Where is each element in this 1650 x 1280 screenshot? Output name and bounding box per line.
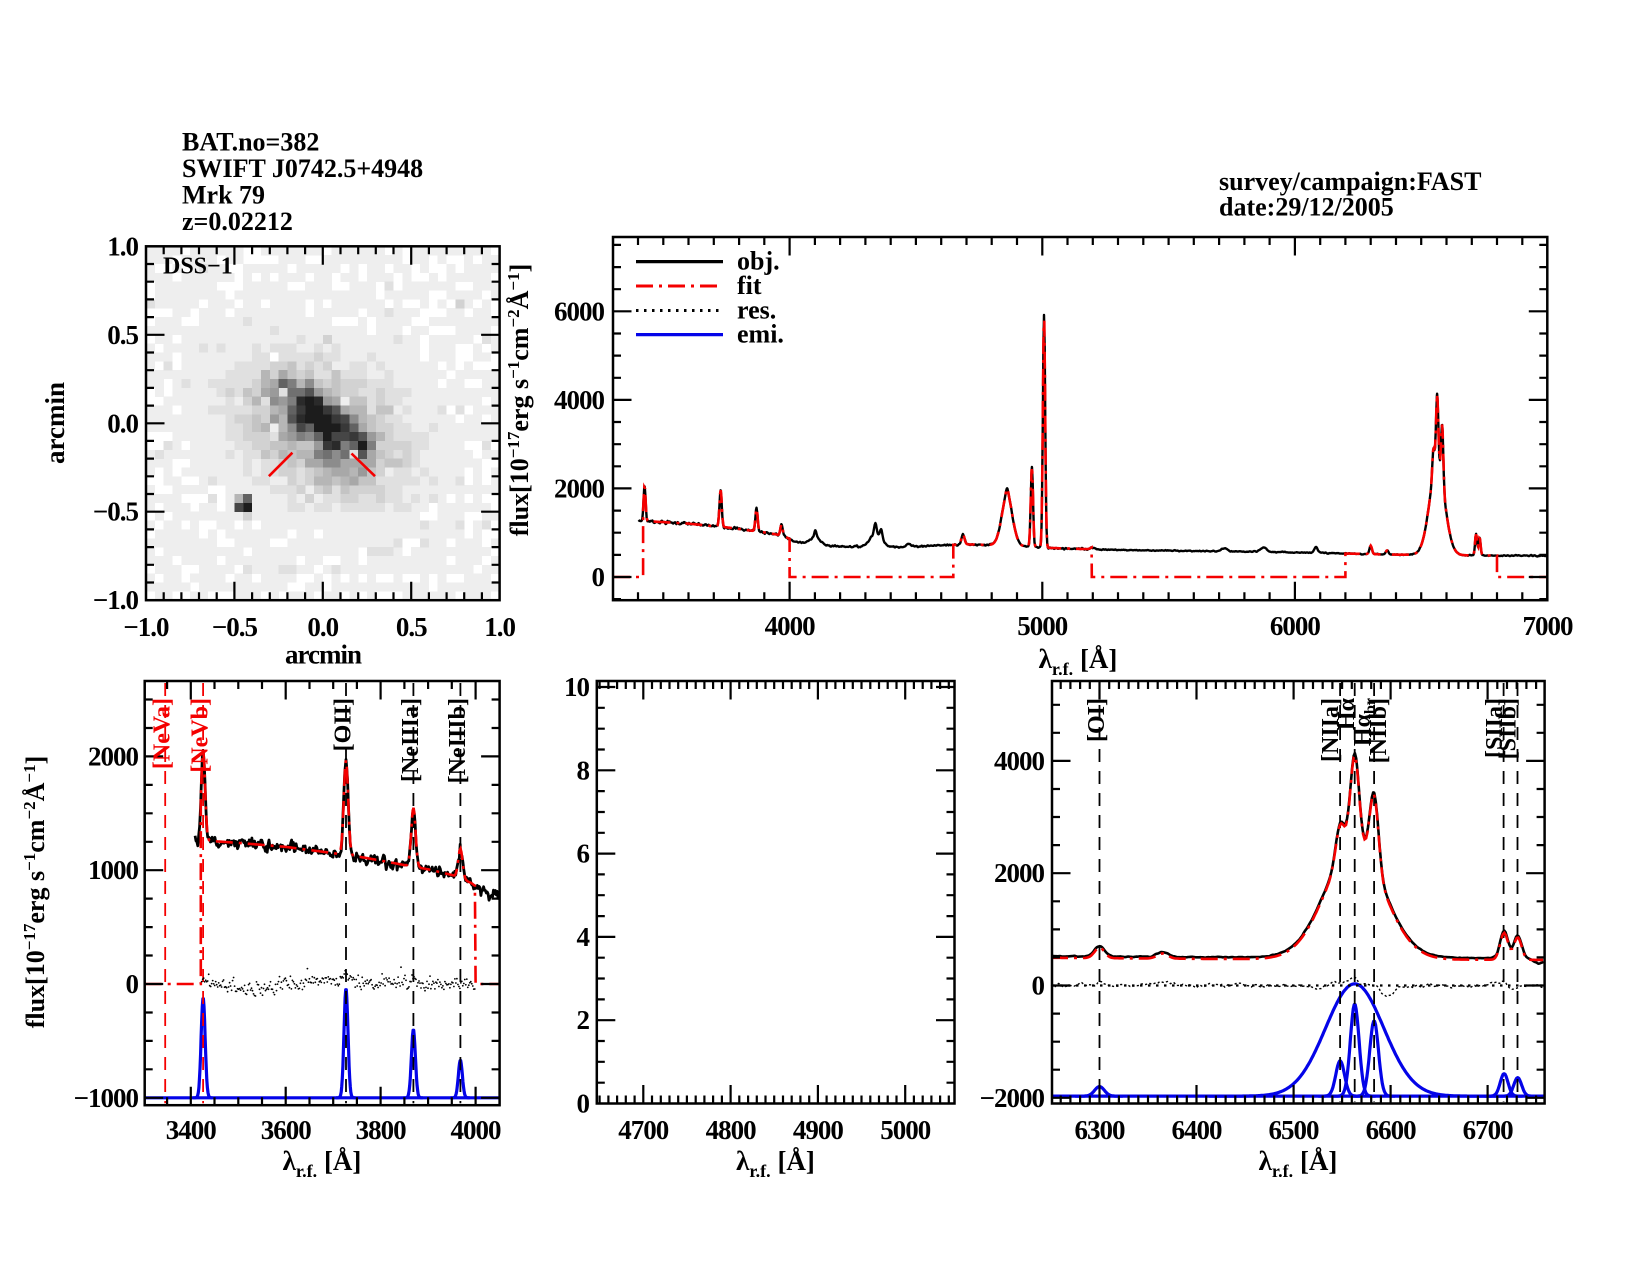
svg-text:[OII]: [OII] xyxy=(331,698,357,751)
svg-text:[NIIa]: [NIIa] xyxy=(1318,698,1344,762)
svg-text:6600: 6600 xyxy=(1366,1115,1417,1145)
svg-text:4900: 4900 xyxy=(793,1115,844,1145)
svg-text:6000: 6000 xyxy=(554,296,605,326)
svg-text:Hα: Hα xyxy=(1334,697,1360,730)
svg-text:6300: 6300 xyxy=(1075,1115,1126,1145)
svg-text:4000: 4000 xyxy=(451,1115,502,1145)
svg-text:4: 4 xyxy=(577,922,590,952)
svg-text:flux[10−17erg s−1cm−2Å−1]: flux[10−17erg s−1cm−2Å−1] xyxy=(504,264,534,537)
svg-text:λr.f. [Å]: λr.f. [Å] xyxy=(736,1146,815,1181)
svg-text:6700: 6700 xyxy=(1463,1115,1514,1145)
svg-text:−1.0: −1.0 xyxy=(93,585,139,615)
svg-text:[NIIb]: [NIIb] xyxy=(1366,698,1392,763)
svg-text:2000: 2000 xyxy=(554,473,605,503)
svg-text:0: 0 xyxy=(577,1089,590,1119)
svg-text:flux[10−17erg s−1cm−2Å−1]: flux[10−17erg s−1cm−2Å−1] xyxy=(20,756,50,1029)
svg-text:λr.f. [Å]: λr.f. [Å] xyxy=(1259,1146,1338,1181)
svg-text:4800: 4800 xyxy=(706,1115,757,1145)
svg-text:0.5: 0.5 xyxy=(396,612,427,642)
svg-text:−1000: −1000 xyxy=(74,1083,139,1113)
svg-text:1.0: 1.0 xyxy=(107,231,138,261)
svg-text:5000: 5000 xyxy=(1017,611,1068,641)
svg-text:3600: 3600 xyxy=(261,1115,312,1145)
svg-text:SWIFT J0742.5+4948: SWIFT J0742.5+4948 xyxy=(182,154,423,183)
svg-text:6: 6 xyxy=(577,839,590,869)
svg-text:DSS−1: DSS−1 xyxy=(163,254,233,280)
svg-text:7000: 7000 xyxy=(1523,611,1574,641)
svg-text:[NeIIIa]: [NeIIIa] xyxy=(398,698,424,782)
svg-text:6000: 6000 xyxy=(1270,611,1321,641)
svg-text:date:29/12/2005: date:29/12/2005 xyxy=(1219,193,1394,222)
svg-text:3800: 3800 xyxy=(356,1115,407,1145)
svg-text:2000: 2000 xyxy=(88,741,139,771)
svg-text:1000: 1000 xyxy=(88,855,139,885)
svg-text:arcmin: arcmin xyxy=(285,640,362,670)
svg-text:0.0: 0.0 xyxy=(307,612,338,642)
svg-text:0: 0 xyxy=(592,562,605,592)
svg-text:[NeIIIb]: [NeIIIb] xyxy=(445,698,471,783)
svg-text:5000: 5000 xyxy=(880,1115,931,1145)
svg-text:λr.f. [Å]: λr.f. [Å] xyxy=(1039,644,1118,679)
svg-text:0.5: 0.5 xyxy=(107,320,138,350)
svg-text:2000: 2000 xyxy=(994,858,1045,888)
svg-text:6400: 6400 xyxy=(1172,1115,1223,1145)
svg-text:2: 2 xyxy=(577,1005,590,1035)
svg-text:res.: res. xyxy=(737,296,776,325)
svg-text:10: 10 xyxy=(564,672,590,702)
svg-text:4000: 4000 xyxy=(994,746,1045,776)
svg-text:emi.: emi. xyxy=(737,320,784,349)
svg-text:[NeVa]: [NeVa] xyxy=(150,698,176,769)
svg-text:1.0: 1.0 xyxy=(484,612,515,642)
svg-text:survey/campaign:FAST: survey/campaign:FAST xyxy=(1219,167,1481,196)
svg-text:BAT.no=382: BAT.no=382 xyxy=(182,128,319,157)
svg-text:0: 0 xyxy=(1032,971,1045,1001)
svg-text:6500: 6500 xyxy=(1269,1115,1320,1145)
svg-text:λr.f. [Å]: λr.f. [Å] xyxy=(283,1146,362,1181)
svg-text:4000: 4000 xyxy=(554,385,605,415)
svg-text:−0.5: −0.5 xyxy=(212,612,258,642)
svg-text:−2000: −2000 xyxy=(980,1083,1045,1113)
svg-text:z=0.02212: z=0.02212 xyxy=(182,207,293,236)
svg-text:obj.: obj. xyxy=(737,247,780,276)
svg-text:arcmin: arcmin xyxy=(40,382,70,464)
svg-text:[SIIa]: [SIIa] xyxy=(1482,698,1508,758)
svg-text:3400: 3400 xyxy=(166,1115,217,1145)
svg-text:4700: 4700 xyxy=(618,1115,669,1145)
svg-text:4000: 4000 xyxy=(765,611,816,641)
svg-text:0: 0 xyxy=(126,969,139,999)
svg-text:−0.5: −0.5 xyxy=(93,497,139,527)
svg-text:[NeVb]: [NeVb] xyxy=(188,698,214,773)
svg-text:fit: fit xyxy=(737,271,762,300)
svg-text:[SIIb]: [SIIb] xyxy=(1496,698,1522,759)
svg-text:−1.0: −1.0 xyxy=(123,612,169,642)
svg-text:[OI]: [OI] xyxy=(1084,698,1110,742)
svg-text:0.0: 0.0 xyxy=(107,408,138,438)
svg-text:Mrk 79: Mrk 79 xyxy=(182,181,265,210)
svg-text:8: 8 xyxy=(577,755,590,785)
